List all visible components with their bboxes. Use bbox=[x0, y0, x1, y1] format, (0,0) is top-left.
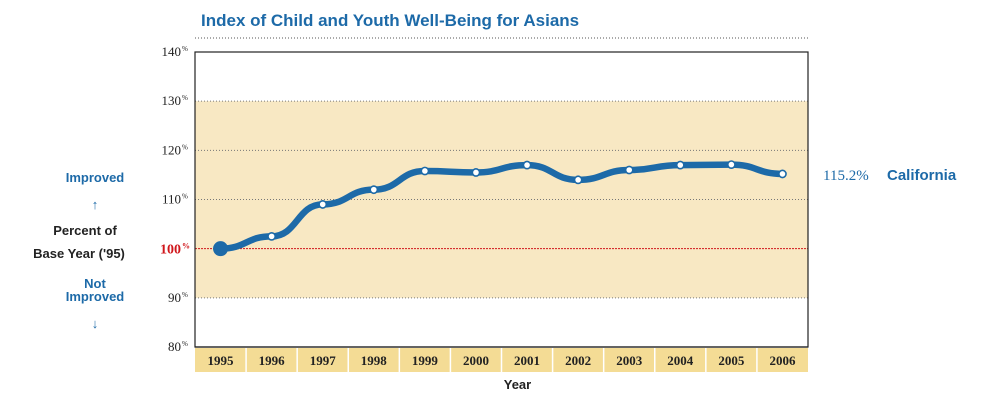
baseline-label-unit: % bbox=[182, 242, 190, 251]
data-point bbox=[522, 160, 532, 170]
x-tick-label: 2001 bbox=[514, 353, 540, 368]
data-point bbox=[369, 185, 379, 195]
x-tick-label: 2004 bbox=[667, 353, 694, 368]
y-tick-label: 130 bbox=[162, 93, 182, 108]
baseline-label: 100 bbox=[160, 243, 181, 258]
improved-label: Improved bbox=[66, 170, 125, 185]
end-value-label: 115.2% bbox=[823, 168, 869, 184]
y-tick-label: 80 bbox=[168, 339, 181, 354]
y-tick-unit: % bbox=[182, 291, 188, 299]
x-tick-label: 2000 bbox=[463, 353, 489, 368]
x-tick-label: 1997 bbox=[310, 353, 337, 368]
y-tick-unit: % bbox=[182, 45, 188, 53]
x-axis-title: Year bbox=[504, 377, 531, 392]
base-year-label: Base Year ('95) bbox=[33, 246, 125, 261]
data-point bbox=[420, 166, 430, 176]
data-point bbox=[318, 200, 328, 209]
up-arrow-icon: ↑ bbox=[92, 197, 99, 212]
data-point bbox=[624, 165, 634, 175]
x-tick-label: 2002 bbox=[565, 353, 591, 368]
x-tick-label: 2005 bbox=[718, 353, 745, 368]
y-tick-label: 110 bbox=[162, 192, 181, 207]
data-point bbox=[675, 160, 685, 170]
y-tick-unit: % bbox=[182, 94, 188, 102]
x-tick-label: 1999 bbox=[412, 353, 439, 368]
data-point bbox=[726, 160, 736, 169]
y-tick-label: 140 bbox=[162, 44, 182, 59]
y-tick-unit: % bbox=[182, 193, 188, 201]
data-point bbox=[471, 168, 481, 177]
x-tick-label: 2003 bbox=[616, 353, 643, 368]
down-arrow-icon: ↓ bbox=[92, 316, 99, 331]
not-label: Not bbox=[84, 276, 106, 291]
data-point bbox=[573, 175, 583, 185]
data-point bbox=[778, 169, 787, 179]
x-tick-label: 1996 bbox=[259, 353, 286, 368]
y-tick-label: 120 bbox=[162, 142, 182, 157]
percent-of-label: Percent of bbox=[53, 223, 117, 238]
x-tick-label: 1998 bbox=[361, 353, 388, 368]
data-point bbox=[267, 231, 277, 241]
chart-title: Index of Child and Youth Well-Being for … bbox=[201, 11, 579, 30]
data-point-start bbox=[213, 241, 229, 257]
y-tick-unit: % bbox=[182, 143, 188, 151]
x-tick-label: 2006 bbox=[769, 353, 796, 368]
y-tick-unit: % bbox=[182, 340, 188, 348]
end-series-name: California bbox=[887, 167, 957, 184]
y-tick-label: 90 bbox=[168, 290, 181, 305]
not-improved-label: Improved bbox=[66, 289, 125, 304]
x-tick-label: 1995 bbox=[208, 353, 235, 368]
